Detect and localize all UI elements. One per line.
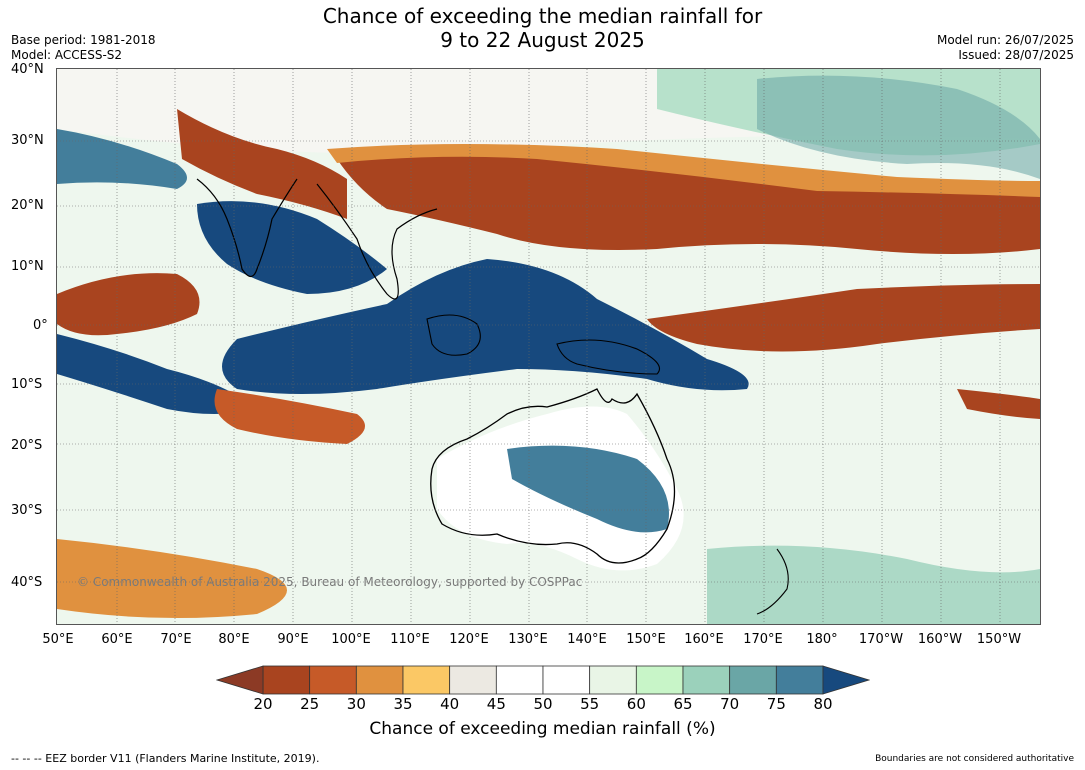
base-period-text: Base period: 1981-2018 [11, 33, 156, 47]
colorbar-swatch [635, 665, 684, 695]
lat-label-10s: 10°S [11, 377, 43, 392]
lat-label-20s: 20°S [11, 438, 43, 453]
colorbar-tick-label: 50 [533, 695, 553, 713]
lon-label-170e: 170°E [743, 632, 783, 647]
colorbar-swatch [309, 665, 357, 695]
lat-label-0: 0° [33, 318, 48, 333]
lon-label-130e: 130°E [508, 632, 548, 647]
colorbar-swatch [495, 665, 544, 695]
region-wet-east-australia [507, 445, 669, 533]
lon-label-180: 180° [806, 632, 838, 647]
colorbar-swatch [682, 665, 731, 695]
coastline-new-guinea [556, 339, 661, 375]
lon-label-150w: 150°W [976, 632, 1022, 647]
region-dry-southern-ocean [57, 539, 287, 618]
region-dry-china-pacific [337, 152, 1040, 254]
colorbar-tick-label: 35 [393, 695, 413, 713]
lon-label-90e: 90°E [277, 632, 309, 647]
colorbar-tick-label: 30 [346, 695, 366, 713]
lon-label-150e: 150°E [626, 632, 666, 647]
region-wet-west-asia [57, 129, 187, 189]
issued-text: Issued: 28/07/2025 [958, 48, 1074, 62]
colorbar-swatch [729, 665, 777, 695]
region-dry-china-pacific-edge [327, 144, 1040, 197]
lon-label-160e: 160°E [684, 632, 724, 647]
coastline-new-zealand [756, 548, 789, 615]
coastline-australia [430, 388, 676, 564]
lat-label-30s: 30°S [11, 503, 43, 518]
region-wet-bay-of-bengal [197, 201, 387, 294]
title-line-2: 9 to 22 August 2025 [440, 28, 645, 52]
map-area [56, 68, 1041, 625]
lon-label-170w: 170°W [858, 632, 904, 647]
colorbar [216, 665, 870, 695]
colorbar-tick-label: 60 [626, 695, 646, 713]
colorbar-tick-label: 70 [720, 695, 740, 713]
boundaries-note: Boundaries are not considered authoritat… [875, 754, 1074, 764]
colorbar-tick-label: 20 [253, 695, 273, 713]
coastline-borneo [426, 314, 481, 356]
model-run-text: Model run: 26/07/2025 [936, 33, 1074, 47]
colorbar-label: Chance of exceeding median rainfall (%) [369, 719, 716, 739]
lat-label-20n: 20°N [11, 198, 44, 213]
meta-left: Base period: 1981-2018 Model: ACCESS-S2 [11, 33, 156, 63]
colorbar-swatch [355, 665, 404, 695]
colorbar-tick-label: 65 [673, 695, 693, 713]
region-wet-west-indian [57, 334, 257, 414]
lon-label-100e: 100°E [331, 632, 371, 647]
region-dry-india [177, 109, 347, 219]
region-wet-north-east-core [757, 75, 1040, 179]
lon-label-140e: 140°E [567, 632, 607, 647]
chart-title: Chance of exceeding the median rainfall … [0, 4, 1085, 52]
colorbar-swatch [775, 665, 824, 695]
title-line-1: Chance of exceeding the median rainfall … [322, 4, 763, 28]
colorbar-swatch [589, 665, 637, 695]
graticule [57, 69, 1040, 624]
lon-label-110e: 110°E [390, 632, 430, 647]
coastline-se-asia [316, 183, 438, 300]
colorbar-tick-label: 45 [486, 695, 506, 713]
region-dry-south-pacific [957, 389, 1040, 419]
lat-label-10n: 10°N [11, 259, 44, 274]
rainfall-map [57, 69, 1040, 624]
model-text: Model: ACCESS-S2 [11, 48, 123, 62]
region-wet-maritime [222, 259, 749, 394]
colorbar-low-arrow [216, 665, 264, 695]
region-dry-south-indian [214, 389, 365, 444]
copyright-watermark: © Commonwealth of Australia 2025, Bureau… [77, 575, 583, 589]
colorbar-swatch [449, 665, 497, 695]
lon-label-60e: 60°E [101, 632, 133, 647]
region-wet-southern-ocean [707, 545, 1040, 624]
colorbar-swatch [402, 665, 451, 695]
colorbar-high-arrow [822, 665, 870, 695]
coastline-india [196, 178, 298, 278]
lon-label-80e: 80°E [218, 632, 250, 647]
eez-note: -- -- -- EEZ border V11 (Flanders Marine… [11, 752, 320, 765]
region-dry-indian-ocean [57, 273, 200, 336]
lon-label-70e: 70°E [160, 632, 192, 647]
colorbar-swatch [542, 665, 591, 695]
colorbar-swatches [262, 665, 824, 695]
region-dry-pacific-equatorial [647, 284, 1040, 352]
lon-label-50e: 50°E [42, 632, 74, 647]
lat-label-40n: 40°N [11, 62, 44, 77]
colorbar-tick-label: 40 [440, 695, 460, 713]
lon-label-160w: 160°W [917, 632, 963, 647]
colorbar-tick-label: 75 [766, 695, 786, 713]
colorbar-tick-label: 55 [580, 695, 600, 713]
lat-label-30n: 30°N [11, 133, 44, 148]
colorbar-swatch [262, 665, 311, 695]
lat-label-40s: 40°S [11, 575, 43, 590]
colorbar-tick-label: 80 [813, 695, 833, 713]
lon-label-120e: 120°E [449, 632, 489, 647]
meta-right: Model run: 26/07/2025 Issued: 28/07/2025 [937, 33, 1074, 63]
colorbar-tick-label: 25 [300, 695, 320, 713]
